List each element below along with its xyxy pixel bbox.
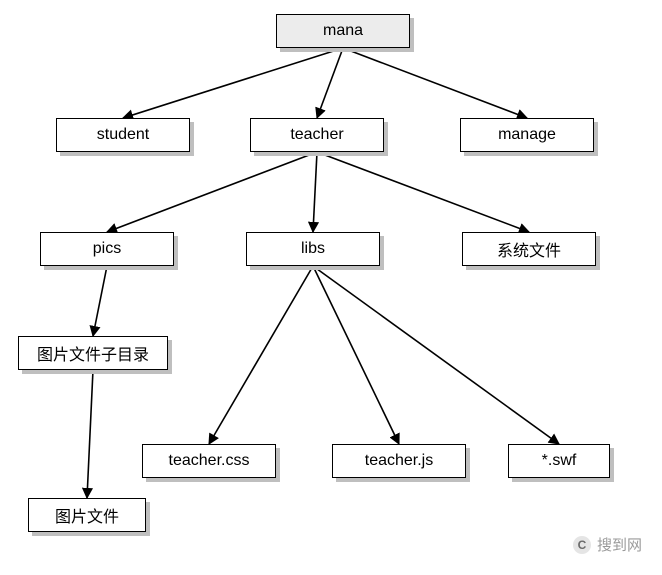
- edge-layer: [0, 0, 662, 575]
- watermark-text: 搜到网: [597, 534, 642, 555]
- tree-node-picsubdir: 图片文件子目录: [18, 336, 168, 370]
- tree-node-label: manage: [498, 126, 556, 144]
- tree-node-label: teacher.css: [169, 452, 250, 470]
- tree-node-teachercss: teacher.css: [142, 444, 276, 478]
- tree-node-label: teacher: [290, 126, 343, 144]
- tree-node-student: student: [56, 118, 190, 152]
- tree-node-label: *.swf: [542, 452, 577, 470]
- edge-mana-student: [123, 48, 343, 118]
- tree-node-label: mana: [323, 22, 363, 40]
- tree-node-label: pics: [93, 240, 121, 258]
- tree-node-teacher: teacher: [250, 118, 384, 152]
- tree-node-manage: manage: [460, 118, 594, 152]
- tree-node-label: 系统文件: [497, 237, 561, 261]
- tree-node-label: student: [97, 126, 149, 144]
- tree-node-pics: pics: [40, 232, 174, 266]
- tree-node-swf: *.swf: [508, 444, 610, 478]
- tree-node-label: teacher.js: [365, 452, 433, 470]
- tree-node-sysfiles: 系统文件: [462, 232, 596, 266]
- tree-node-label: 图片文件: [55, 503, 119, 527]
- tree-node-label: libs: [301, 240, 325, 258]
- edge-teacher-pics: [107, 152, 317, 232]
- edge-teacher-libs: [313, 152, 317, 232]
- watermark: C 搜到网: [573, 534, 642, 555]
- edge-mana-manage: [343, 48, 527, 118]
- tree-node-picfile: 图片文件: [28, 498, 146, 532]
- tree-node-teacherjs: teacher.js: [332, 444, 466, 478]
- tree-node-label: 图片文件子目录: [37, 341, 149, 365]
- edge-mana-teacher: [317, 48, 343, 118]
- edge-libs-teacherjs: [313, 266, 399, 444]
- edge-libs-swf: [313, 266, 559, 444]
- edge-libs-teachercss: [209, 266, 313, 444]
- edge-teacher-sysfiles: [317, 152, 529, 232]
- edge-picsubdir-picfile: [87, 370, 93, 498]
- tree-node-mana: mana: [276, 14, 410, 48]
- tree-node-libs: libs: [246, 232, 380, 266]
- wechat-icon: C: [573, 536, 591, 554]
- edge-pics-picsubdir: [93, 266, 107, 336]
